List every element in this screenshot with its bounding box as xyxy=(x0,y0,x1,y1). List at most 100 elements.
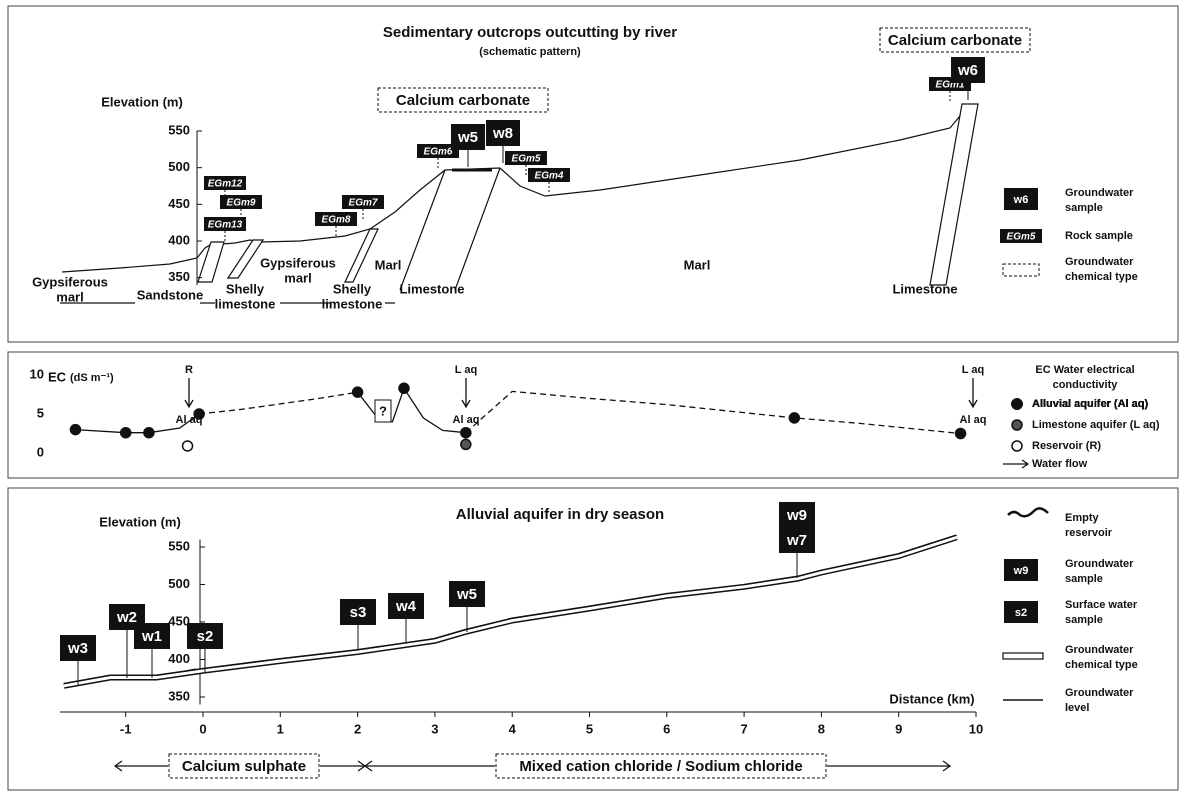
sample: s3 xyxy=(350,604,367,621)
rock-sample: EGm7 xyxy=(349,198,378,209)
rock-label: Gypsiferous xyxy=(260,255,336,270)
arrow-label: L aq xyxy=(962,364,984,376)
rock-label: Sandstone xyxy=(137,287,203,302)
limestone-bed xyxy=(228,240,263,278)
groundwater-sample: w5 xyxy=(457,129,478,146)
ec-point xyxy=(399,383,409,393)
legend-label: Limestone aquifer (L aq) xyxy=(1032,419,1160,431)
y-axis-label: Elevation (m) xyxy=(99,514,181,529)
legend-label: chemical type xyxy=(1065,659,1138,671)
rock-label: limestone xyxy=(215,296,276,311)
aquifer-label: Al aq xyxy=(453,414,480,426)
y-tick-label: 500 xyxy=(168,159,190,174)
legend-label: Surface water xyxy=(1065,599,1138,611)
y-tick-label: 350 xyxy=(168,269,190,284)
x-tick-label: 9 xyxy=(895,721,902,736)
x-tick-label: 5 xyxy=(586,721,593,736)
aquifer-label: Al aq xyxy=(960,414,987,426)
legend-label: chemical type xyxy=(1065,271,1138,283)
sample: w3 xyxy=(67,640,88,657)
arrow-label: R xyxy=(185,364,193,376)
panel-title: Alluvial aquifer in dry season xyxy=(456,506,664,523)
x-tick-label: 0 xyxy=(199,721,206,736)
legend-label: Groundwater xyxy=(1065,187,1134,199)
sandstone-bed xyxy=(198,242,224,282)
y-tick-label: 400 xyxy=(168,232,190,247)
sample: w9 xyxy=(786,507,807,524)
y-tick-label: 550 xyxy=(168,122,190,137)
legend-symbol: EGm5 xyxy=(1007,232,1036,243)
y-tick-label: 400 xyxy=(168,651,190,666)
unknown-label: ? xyxy=(379,403,387,418)
limestone-bed xyxy=(345,229,378,282)
legend-symbol xyxy=(1003,264,1039,276)
ec-point xyxy=(789,413,799,423)
x-tick-label: 1 xyxy=(277,721,284,736)
x-tick-label: 4 xyxy=(509,721,517,736)
legend-label: Reservoir (R) xyxy=(1032,440,1101,452)
ec-point xyxy=(461,428,471,438)
x-tick-label: 7 xyxy=(740,721,747,736)
panel-title: Sedimentary outcrops outcutting by river xyxy=(383,24,677,41)
y-tick-label: 10 xyxy=(30,366,44,381)
ec-point xyxy=(461,439,471,449)
y-axis-unit: (dS m⁻¹) xyxy=(70,372,114,384)
y-tick-label: 450 xyxy=(168,196,190,211)
rock-label: Marl xyxy=(684,257,711,272)
ec-line xyxy=(199,391,960,433)
groundwater-sample: w8 xyxy=(492,125,513,142)
rock-label: Limestone xyxy=(399,281,464,296)
rock-sample: EGm12 xyxy=(208,179,243,190)
x-tick-label: 3 xyxy=(431,721,438,736)
chemical-type: Calcium carbonate xyxy=(888,32,1022,49)
legend-symbol: w6 xyxy=(1013,194,1029,206)
x-tick-label: 8 xyxy=(818,721,825,736)
legend-band-inner xyxy=(1004,655,1042,658)
flow-arrow xyxy=(462,378,470,407)
rock-sample: EGm13 xyxy=(208,220,243,231)
limestone-body xyxy=(400,168,500,290)
legend-label: Groundwater xyxy=(1065,644,1134,656)
rock-sample: EGm8 xyxy=(322,215,351,226)
legend-marker xyxy=(1012,441,1022,451)
legend-marker xyxy=(1012,420,1022,430)
y-tick-label: 500 xyxy=(168,576,190,591)
legend-marker xyxy=(1012,399,1022,409)
sample: w5 xyxy=(456,586,477,603)
ec-point xyxy=(121,428,131,438)
legend-title: conductivity xyxy=(1053,379,1119,391)
rock-label: Shelly xyxy=(333,281,372,296)
x-tick-label: 6 xyxy=(663,721,670,736)
y-tick-label: 450 xyxy=(168,613,190,628)
sample: w1 xyxy=(141,628,162,645)
rock-sample: EGm4 xyxy=(535,171,564,182)
legend-symbol: w9 xyxy=(1013,565,1029,577)
rock-sample: EGm5 xyxy=(512,154,541,165)
rock-label: Shelly xyxy=(226,281,265,296)
chemical-type: Calcium sulphate xyxy=(182,758,306,775)
legend-label: Rock sample xyxy=(1065,230,1133,242)
panel-frame xyxy=(8,488,1178,790)
ec-line xyxy=(76,388,466,432)
legend-label: Groundwater xyxy=(1065,256,1134,268)
sample: s2 xyxy=(197,628,214,645)
sample: w4 xyxy=(395,598,417,615)
legend-label: Empty xyxy=(1065,512,1100,524)
rock-label: limestone xyxy=(322,296,383,311)
y-axis-label: EC xyxy=(48,369,67,384)
sample: w2 xyxy=(116,609,137,626)
groundwater-sample: w6 xyxy=(957,62,978,79)
x-tick-label: -1 xyxy=(120,721,132,736)
x-tick-label: 10 xyxy=(969,721,983,736)
y-axis-label: Elevation (m) xyxy=(101,94,183,109)
legend-symbol: s2 xyxy=(1015,607,1027,619)
ec-point xyxy=(70,425,80,435)
legend-label: Alluvial aquifer (Al aq) xyxy=(1032,398,1148,410)
flow-arrow xyxy=(185,378,193,407)
rock-label: marl xyxy=(284,270,311,285)
sample: w7 xyxy=(786,532,807,549)
y-tick-label: 0 xyxy=(37,444,44,459)
chemical-type: Mixed cation chloride / Sodium chloride xyxy=(519,758,802,775)
ec-point xyxy=(183,441,193,451)
x-axis-label: Distance (km) xyxy=(889,691,974,706)
